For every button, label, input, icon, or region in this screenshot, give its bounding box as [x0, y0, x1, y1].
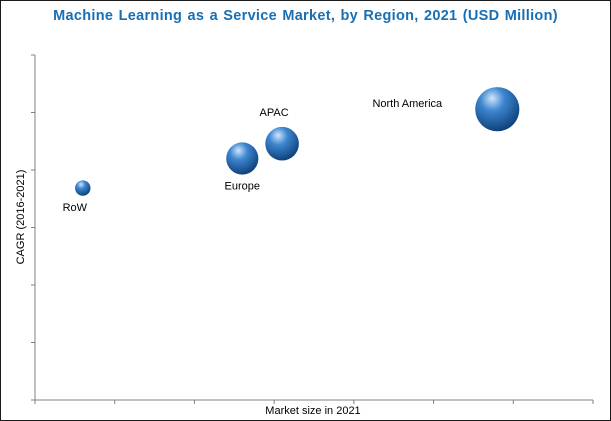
bubble-north-america	[475, 87, 520, 132]
y-axis-label: CAGR (2016-2021)	[15, 170, 27, 265]
bubble-apac	[265, 126, 299, 161]
bubble-layer	[75, 87, 520, 196]
bubble-label-apac: APAC	[260, 107, 289, 119]
bubble-label-north-america: North America	[372, 98, 443, 110]
chart-axes	[31, 54, 594, 404]
label-layer: RoW APAC Europe North America	[63, 98, 443, 214]
chart-title: Machine Learning as a Service Market, by…	[53, 8, 558, 24]
bubble-europe	[226, 142, 259, 175]
bubble-label-europe: Europe	[225, 181, 260, 193]
bubble-row	[75, 180, 91, 196]
bubble-label-row: RoW	[63, 202, 88, 214]
x-axis-label: Market size in 2021	[265, 405, 360, 417]
